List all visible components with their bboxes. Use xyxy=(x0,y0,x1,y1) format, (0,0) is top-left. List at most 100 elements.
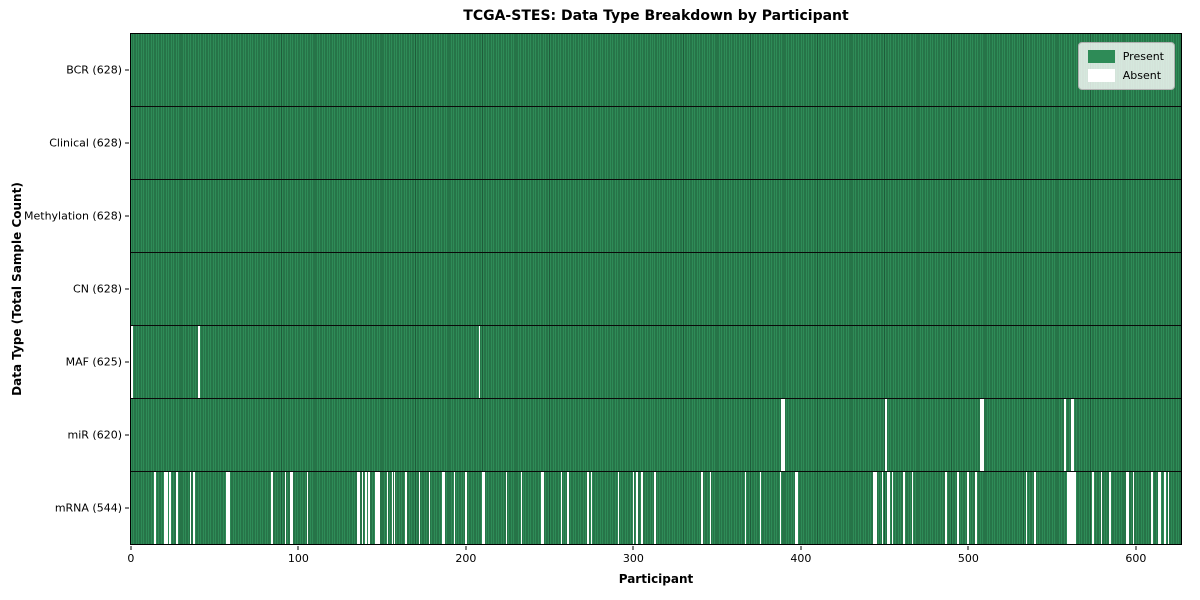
absent-stripe xyxy=(744,472,747,544)
absent-stripe xyxy=(635,472,638,544)
absent-stripe xyxy=(378,472,381,544)
absent-stripe xyxy=(975,472,978,544)
absent-stripe xyxy=(709,472,712,544)
absent-stripe xyxy=(428,472,431,544)
absent-stripe xyxy=(1072,399,1074,471)
absent-stripe xyxy=(982,399,984,471)
x-tick-label: 100 xyxy=(287,552,309,565)
absent-stripe xyxy=(796,472,799,544)
absent-stripe xyxy=(189,472,192,544)
y-tick-mark xyxy=(125,215,129,217)
absent-stripe xyxy=(465,472,468,544)
x-tick-label: 200 xyxy=(455,552,477,565)
absent-stripe xyxy=(590,472,593,544)
x-tick-label: 300 xyxy=(622,552,644,565)
y-tick-label: mRNA (544) xyxy=(54,501,122,515)
x-tick-mark xyxy=(1135,546,1137,550)
y-tick-label: MAF (625) xyxy=(65,355,122,369)
x-tick-label: 500 xyxy=(957,552,979,565)
y-tick-mark xyxy=(125,288,129,290)
absent-stripe xyxy=(759,472,762,544)
absent-stripe xyxy=(192,472,195,544)
absent-stripe xyxy=(520,472,523,544)
legend-item-present: Present xyxy=(1087,50,1164,63)
y-tick-label: CN (628) xyxy=(73,282,122,296)
x-tick-mark xyxy=(800,546,802,550)
absent-stripe xyxy=(640,472,643,544)
absent-stripe xyxy=(873,472,876,544)
absent-stripe xyxy=(945,472,947,544)
x-tick-mark xyxy=(632,546,634,550)
absent-stripe xyxy=(888,472,891,544)
absent-stripe xyxy=(875,472,877,544)
absent-stripe xyxy=(1109,472,1111,544)
absent-stripe xyxy=(1167,472,1170,544)
absent-stripe xyxy=(375,472,377,544)
heatmap-row-Methylation xyxy=(131,179,1181,252)
absent-stripe xyxy=(289,472,292,544)
absent-stripe xyxy=(197,326,200,398)
plot-area: Present Absent xyxy=(130,33,1182,545)
x-tick-label: 0 xyxy=(127,552,135,565)
absent-stripe xyxy=(1132,472,1135,544)
absent-stripe xyxy=(386,472,389,544)
absent-stripe xyxy=(154,472,157,544)
absent-stripe xyxy=(166,472,168,544)
heatmap-rows xyxy=(131,34,1181,544)
absent-stripe xyxy=(1025,472,1028,544)
absent-stripe xyxy=(284,472,287,544)
y-tick-mark xyxy=(125,434,129,436)
x-axis-ticks: 0 100 200 300 400 500 600 xyxy=(127,546,1182,570)
absent-stripe xyxy=(980,399,983,471)
heatmap-row-MAF xyxy=(131,325,1181,398)
absent-stripe xyxy=(617,472,620,544)
absent-stripe xyxy=(885,399,887,471)
y-axis-tick-labels: BCR (628) Clinical (628) Methylation (628)… xyxy=(0,33,122,545)
present-swatch-icon xyxy=(1087,50,1115,63)
absent-stripe xyxy=(376,472,379,544)
x-tick-mark xyxy=(297,546,299,550)
absent-stripe xyxy=(654,472,656,544)
absent-stripe xyxy=(1150,472,1153,544)
absent-stripe xyxy=(1070,399,1073,471)
heatmap-row-miR xyxy=(131,398,1181,471)
y-tick-mark xyxy=(125,361,129,363)
y-axis-tick-marks xyxy=(125,33,130,545)
y-tick-label: Clinical (628) xyxy=(49,136,122,150)
heatmap-row-Clinical xyxy=(131,106,1181,179)
absent-stripe xyxy=(1063,399,1066,471)
absent-stripe xyxy=(956,472,959,544)
absent-stripe xyxy=(131,326,133,398)
absent-stripe xyxy=(368,472,371,544)
absent-stripe xyxy=(418,472,421,544)
y-tick-mark xyxy=(125,142,129,144)
absent-stripe xyxy=(1127,472,1130,544)
heatmap-row-mRNA xyxy=(131,471,1181,544)
absent-stripe xyxy=(478,326,481,398)
y-tick-mark xyxy=(125,507,129,509)
absent-stripe xyxy=(701,472,703,544)
absent-stripe xyxy=(291,472,294,544)
absent-stripe xyxy=(903,472,906,544)
absent-stripe xyxy=(632,472,635,544)
absent-stripe xyxy=(966,472,969,544)
y-tick-label: BCR (628) xyxy=(66,63,122,77)
absent-stripe xyxy=(540,472,543,544)
y-tick-mark xyxy=(125,69,129,71)
absent-stripe xyxy=(881,472,884,544)
absent-stripe xyxy=(911,472,914,544)
x-tick-label: 400 xyxy=(790,552,812,565)
absent-stripe xyxy=(1067,472,1069,544)
absent-stripe xyxy=(891,472,894,544)
absent-swatch-icon xyxy=(1087,69,1115,82)
x-axis-label: Participant xyxy=(618,572,694,586)
absent-stripe xyxy=(1073,472,1076,544)
absent-stripe xyxy=(1157,472,1160,544)
absent-stripe xyxy=(1164,472,1166,544)
x-tick-label: 600 xyxy=(1125,552,1147,565)
heatmap-row-CN xyxy=(131,252,1181,325)
absent-stripe xyxy=(783,399,785,471)
x-tick-mark xyxy=(130,546,132,550)
absent-stripe xyxy=(587,472,590,544)
absent-stripe xyxy=(1070,472,1073,544)
